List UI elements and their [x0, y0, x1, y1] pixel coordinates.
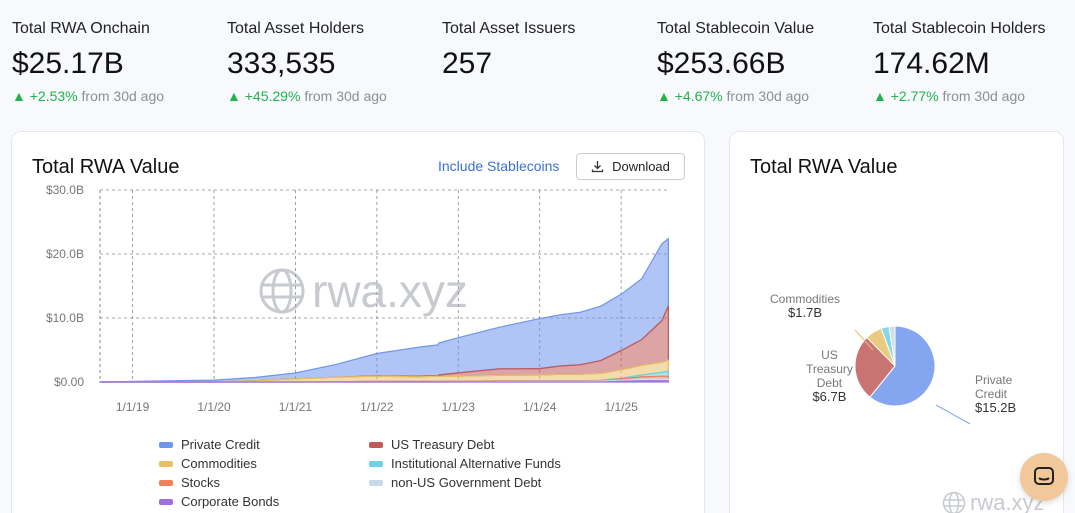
pie-slice-other[interactable] [888, 325, 896, 367]
watermark: rwa.xyz [258, 264, 468, 318]
y-tick-label: $20.0B [46, 247, 84, 261]
stat-value: 257 [442, 47, 493, 80]
chat-button[interactable] [1020, 453, 1068, 501]
pie-label-commodities: Commodities $1.7B [770, 292, 841, 320]
stat-label: Total Stablecoin Holders [873, 20, 1046, 37]
pie-label-private-credit: Private Credit $15.2B [975, 373, 1017, 415]
x-tick-label: 1/1/23 [442, 400, 476, 414]
stat-value: $253.66B [657, 47, 786, 80]
pie-chart-card: Total RWA Value Commodities $1.7B US Tre… [729, 131, 1064, 513]
pie-chart [854, 325, 971, 425]
x-tick-label: 1/1/24 [523, 400, 557, 414]
leader-line [935, 404, 971, 425]
globe-icon [259, 268, 305, 314]
stat-change: ▲ +2.77% from 30d ago [873, 88, 1026, 104]
y-tick-label: $30.0B [46, 183, 84, 197]
stat-value: 333,535 [227, 47, 336, 80]
download-label: Download [612, 159, 670, 174]
main-chart-title: Total RWA Value [32, 156, 180, 178]
download-button[interactable]: Download [576, 153, 685, 180]
stat-asset-holders: Total Asset Holders 333,535 ▲ +45.29% fr… [227, 20, 387, 104]
legend-non-us-gov-debt[interactable]: non-US Government Debt [369, 475, 541, 490]
legend-inst-alt-funds[interactable]: Institutional Alternative Funds [369, 456, 561, 471]
y-tick-label: $10.0B [46, 311, 84, 325]
x-tick-label: 1/1/19 [116, 400, 150, 414]
main-chart-card: Total RWA Value Include Stablecoins Down… [11, 131, 705, 513]
stat-stablecoin-value: Total Stablecoin Value $253.66B ▲ +4.67%… [657, 20, 814, 104]
stat-change: ▲ +2.53% from 30d ago [12, 88, 165, 104]
legend-commodities[interactable]: Commodities [159, 456, 257, 471]
stat-change: ▲ +4.67% from 30d ago [657, 88, 810, 104]
x-tick-label: 1/1/22 [360, 400, 394, 414]
pie-watermark: rwa.xyz [942, 490, 1045, 513]
watermark-text: rwa.xyz [312, 265, 468, 317]
globe-icon [942, 491, 966, 513]
pie-slice-private-credit[interactable] [869, 325, 936, 407]
stat-label: Total RWA Onchain [12, 20, 150, 37]
stat-change: ▲ +45.29% from 30d ago [227, 88, 387, 104]
area-corporate-bonds [100, 380, 669, 383]
stat-asset-issuers: Total Asset Issuers 257 [442, 20, 575, 82]
stat-label: Total Asset Issuers [442, 20, 576, 37]
x-tick-label: 1/1/20 [197, 400, 231, 414]
legend-us-treasury[interactable]: US Treasury Debt [369, 437, 494, 452]
legend-corporate-bonds[interactable]: Corporate Bonds [159, 494, 279, 509]
include-stablecoins-link[interactable]: Include Stablecoins [438, 158, 560, 174]
area-chart: $0.00 $10.0B $20.0B $30.0B 1/1/19 1/1/20 1/1/2… [46, 183, 670, 414]
stat-value: 174.62M [873, 47, 990, 80]
pie-chart-title: Total RWA Value [750, 156, 898, 178]
legend-stocks[interactable]: Stocks [159, 475, 220, 490]
x-tick-label: 1/1/21 [279, 400, 313, 414]
stat-stablecoin-holders: Total Stablecoin Holders 174.62M ▲ +2.77… [873, 20, 1046, 104]
stat-label: Total Asset Holders [227, 20, 364, 37]
y-tick-label: $0.00 [54, 375, 84, 389]
stat-value: $25.17B [12, 47, 124, 80]
pie-slice-us-treasury-debt[interactable] [854, 336, 896, 398]
pie-label-treasury: US Treasury Debt $6.7B [806, 348, 853, 404]
legend-private-credit[interactable]: Private Credit [159, 437, 260, 452]
stat-label: Total Stablecoin Value [657, 20, 815, 37]
stat-total-rwa: Total RWA Onchain $25.17B ▲ +2.53% from … [12, 20, 164, 104]
chat-icon [1034, 467, 1054, 485]
download-icon [591, 161, 604, 173]
x-tick-label: 1/1/25 [604, 400, 638, 414]
leader-line [854, 329, 874, 351]
